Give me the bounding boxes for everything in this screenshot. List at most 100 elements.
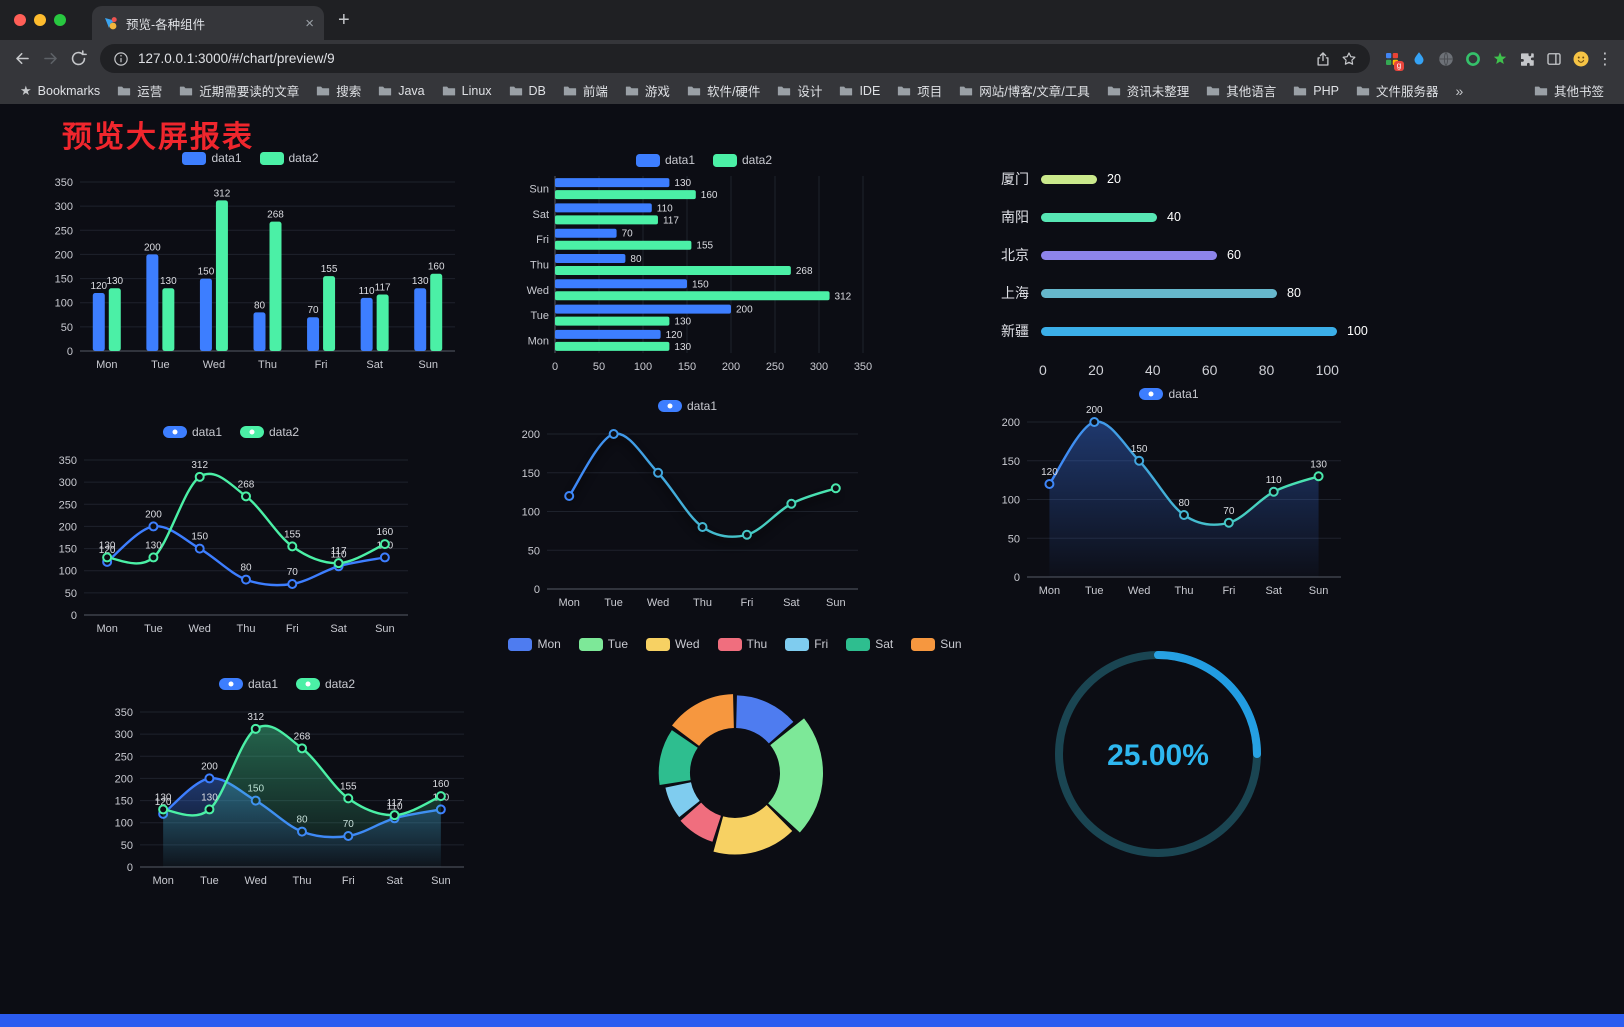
svg-text:300: 300 <box>55 201 73 213</box>
legend-marker <box>1139 388 1164 400</box>
window-close-button[interactable] <box>14 14 26 26</box>
bookmark-item[interactable]: 设计 <box>769 78 830 103</box>
extensions-menu-button[interactable] <box>1513 45 1540 72</box>
bookmark-item[interactable]: PHP <box>1285 81 1347 101</box>
svg-text:0: 0 <box>67 346 73 358</box>
bookmark-item[interactable]: 游戏 <box>617 78 678 103</box>
legend-marker <box>296 678 320 690</box>
reload-button[interactable] <box>64 45 92 73</box>
legend-item-Mon[interactable]: Mon <box>508 637 561 651</box>
capsule-track[interactable]: 100 <box>1039 324 1368 338</box>
pie-slice-Sun[interactable] <box>671 694 734 746</box>
pie-slice-Fri[interactable] <box>665 782 700 818</box>
legend-item-data2[interactable]: data2 <box>713 153 772 167</box>
extension-icon-drop[interactable] <box>1405 45 1432 72</box>
browser-tab[interactable]: 预览-各种组件 × <box>92 6 324 40</box>
svg-text:Mon: Mon <box>559 597 580 609</box>
tab-close-icon[interactable]: × <box>305 14 314 32</box>
bookmark-label: DB <box>528 83 546 98</box>
legend-item-Tue[interactable]: Tue <box>578 637 628 651</box>
pie-slice-Sat[interactable] <box>658 730 698 785</box>
legend-item-data1[interactable]: data1 <box>635 153 695 167</box>
capsule-track[interactable]: 20 <box>1039 172 1339 186</box>
pie-slice-Thu[interactable] <box>680 802 721 842</box>
svg-text:Wed: Wed <box>203 359 225 371</box>
chart-legend: data1 <box>505 396 870 416</box>
bookmark-item[interactable]: 网站/博客/文章/工具 <box>951 78 1097 103</box>
legend-item-Sat[interactable]: Sat <box>846 637 893 651</box>
capsule-fill <box>1041 250 1217 260</box>
bookmark-item[interactable]: 前端 <box>555 78 616 103</box>
bookmark-item[interactable]: 资讯未整理 <box>1099 78 1198 103</box>
bookmark-star-icon[interactable] <box>1340 50 1358 68</box>
legend-item-data2[interactable]: data2 <box>296 677 355 691</box>
window-minimize-button[interactable] <box>34 14 46 26</box>
legend-label: Mon <box>537 637 561 651</box>
sidebar-button[interactable] <box>1540 45 1567 72</box>
bookmark-star-icon: ★ <box>20 82 32 98</box>
bookmark-label: 前端 <box>582 85 608 99</box>
capsule-track[interactable]: 60 <box>1039 248 1339 262</box>
bookmark-item[interactable]: 文件服务器 <box>1348 78 1447 103</box>
svg-text:0: 0 <box>1014 572 1020 584</box>
svg-text:130: 130 <box>674 178 691 189</box>
svg-text:150: 150 <box>198 267 215 278</box>
svg-text:350: 350 <box>854 361 872 373</box>
bookmark-item[interactable]: 搜索 <box>308 78 369 103</box>
browser-menu-button[interactable]: ⋮ <box>1597 50 1613 68</box>
site-info-icon[interactable] <box>112 50 130 68</box>
svg-text:120: 120 <box>155 797 172 808</box>
bookmark-item[interactable]: 软件/硬件 <box>679 78 768 103</box>
legend-item-data1[interactable]: data1 <box>657 399 717 413</box>
capsule-track[interactable]: 80 <box>1039 286 1339 300</box>
legend-item-data1[interactable]: data1 <box>218 677 278 691</box>
legend-item-data2[interactable]: data2 <box>240 425 299 439</box>
bookmark-item[interactable]: » <box>1447 80 1471 102</box>
chart-capsule-progress: 厦门 20 南阳 40 北京 60 上海 80 新疆 100 0 20 40 60 80 100 <box>995 156 1368 391</box>
legend-item-data1[interactable]: data1 <box>1139 387 1199 401</box>
bookmark-item[interactable]: Linux <box>434 81 500 101</box>
bookmark-item[interactable]: 其他书签 <box>1526 78 1612 103</box>
legend-item-data1[interactable]: data1 <box>182 151 242 165</box>
pie-slice-Wed[interactable] <box>713 805 793 855</box>
capsule-value: 80 <box>1287 286 1301 300</box>
new-tab-button[interactable]: + <box>338 9 350 31</box>
bookmark-item[interactable]: 其他语言 <box>1198 78 1284 103</box>
chart-legend: data1 data2 <box>98 674 476 694</box>
extension-icon-star[interactable] <box>1486 45 1513 72</box>
line-chart-canvas: 0 50 100 150 200 250 300 350 Mon Tue Wed Thu Fri Sat S… <box>115 707 464 887</box>
legend-item-Thu[interactable]: Thu <box>717 637 767 651</box>
svg-text:Fri: Fri <box>286 623 299 635</box>
bookmark-item[interactable]: 项目 <box>889 78 950 103</box>
chart-horizontal-bar: data1 data2 0 50 100 150 200 250 300 350 Mon 120 130… <box>515 150 893 375</box>
forward-button[interactable] <box>36 45 64 73</box>
legend-item-data2[interactable]: data2 <box>259 151 319 165</box>
url-text[interactable]: 127.0.0.1:3000/#/chart/preview/9 <box>138 51 335 66</box>
browser-toolbar: 127.0.0.1:3000/#/chart/preview/9 g <box>0 40 1624 77</box>
extension-icon-grid[interactable]: g <box>1378 45 1405 72</box>
pie-slice-Tue[interactable] <box>768 718 823 833</box>
extension-icon-ring[interactable] <box>1459 45 1486 72</box>
back-button[interactable] <box>8 45 36 73</box>
bookmark-item[interactable]: IDE <box>831 81 888 101</box>
bookmark-item[interactable]: DB <box>501 81 554 101</box>
pie-slice-Mon[interactable] <box>736 695 794 744</box>
window-zoom-button[interactable] <box>54 14 66 26</box>
profile-avatar[interactable] <box>1567 45 1594 72</box>
legend-item-Fri[interactable]: Fri <box>785 637 828 651</box>
bookmark-item[interactable]: 运营 <box>109 78 170 103</box>
extension-icon-globe[interactable] <box>1432 45 1459 72</box>
svg-text:130: 130 <box>99 540 116 551</box>
legend-item-Wed[interactable]: Wed <box>646 637 700 651</box>
bookmark-item[interactable]: ★ Bookmarks <box>12 80 108 102</box>
bookmark-item[interactable]: Java <box>370 81 432 101</box>
legend-label: Wed <box>675 637 700 651</box>
svg-text:Tue: Tue <box>1085 585 1104 597</box>
share-icon[interactable] <box>1314 50 1332 68</box>
bookmark-item[interactable]: 近期需要读的文章 <box>171 78 307 103</box>
svg-text:200: 200 <box>145 509 162 520</box>
capsule-track[interactable]: 40 <box>1039 210 1339 224</box>
legend-item-Sun[interactable]: Sun <box>911 637 962 651</box>
address-bar[interactable]: 127.0.0.1:3000/#/chart/preview/9 <box>100 44 1370 73</box>
legend-item-data1[interactable]: data1 <box>162 425 222 439</box>
